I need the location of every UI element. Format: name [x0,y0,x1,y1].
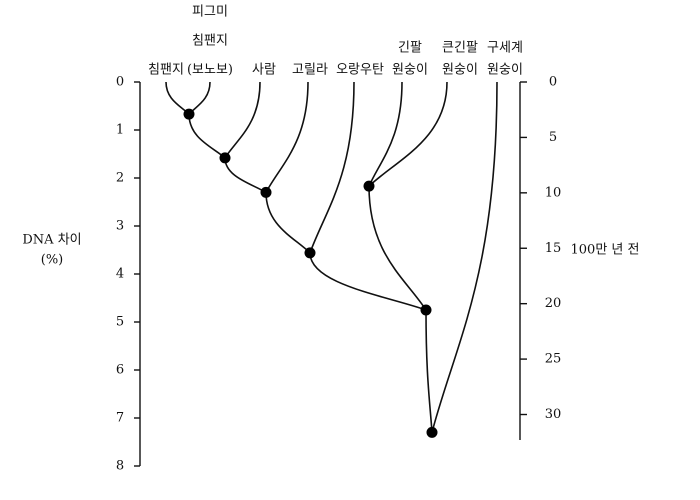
tick-label: 7 [116,411,124,426]
leaf-label: 오랑우탄 [336,63,384,78]
leaf-label: 큰긴팔 [442,41,478,56]
branch [224,81,261,159]
divergence-node [219,152,231,164]
leaf-label: 고릴라 [292,63,328,78]
tick-label: 5 [116,315,124,330]
tick-label: 6 [116,363,124,378]
tick-label: 20 [545,296,562,311]
tick-label: 0 [116,75,124,90]
leaf-label: 사람 [252,63,276,78]
left-axis-label: DNA 차이 [22,233,81,248]
divergence-node [260,186,272,198]
leaf-label: 구세계 [487,41,523,56]
branch [224,157,267,194]
divergence-node [420,304,432,316]
leaf-label: 피그미 [192,5,228,20]
branch [368,186,427,311]
branch [309,252,427,311]
tick-label: 30 [545,407,562,422]
leaf-label: 침팬지 [148,63,184,78]
branch [309,81,355,254]
tick-label: 25 [545,352,562,367]
branch [188,114,226,159]
leaf-label: 원숭이 [392,63,428,78]
branch [368,81,403,187]
branch [265,81,309,193]
branch [431,81,498,433]
branch [425,309,433,433]
tick-label: 2 [116,171,124,186]
tick-label: 0 [549,75,557,90]
divergence-node [426,426,438,438]
leaf-label: (보노보) [187,63,233,78]
tick-label: 4 [116,267,124,282]
tick-label: 1 [116,123,124,138]
leaf-label: 원숭이 [442,63,478,78]
tick-label: 10 [545,185,562,200]
tick-label: 8 [116,459,124,474]
divergence-node [363,180,375,192]
tick-label: 5 [549,130,557,145]
tick-label: 3 [116,219,124,234]
branch [368,81,448,187]
leaf-label: 긴팔 [398,41,422,56]
right-axis-label: 100만 년 전 [571,243,640,258]
left-axis-label: (%) [41,253,64,268]
divergence-node [183,108,195,120]
leaf-label: 침팬지 [192,34,228,49]
branch [188,81,211,115]
leaf-label: 원숭이 [487,63,523,78]
branch [165,81,190,115]
branch [265,192,311,254]
tick-label: 15 [545,241,562,256]
divergence-node [304,247,316,259]
